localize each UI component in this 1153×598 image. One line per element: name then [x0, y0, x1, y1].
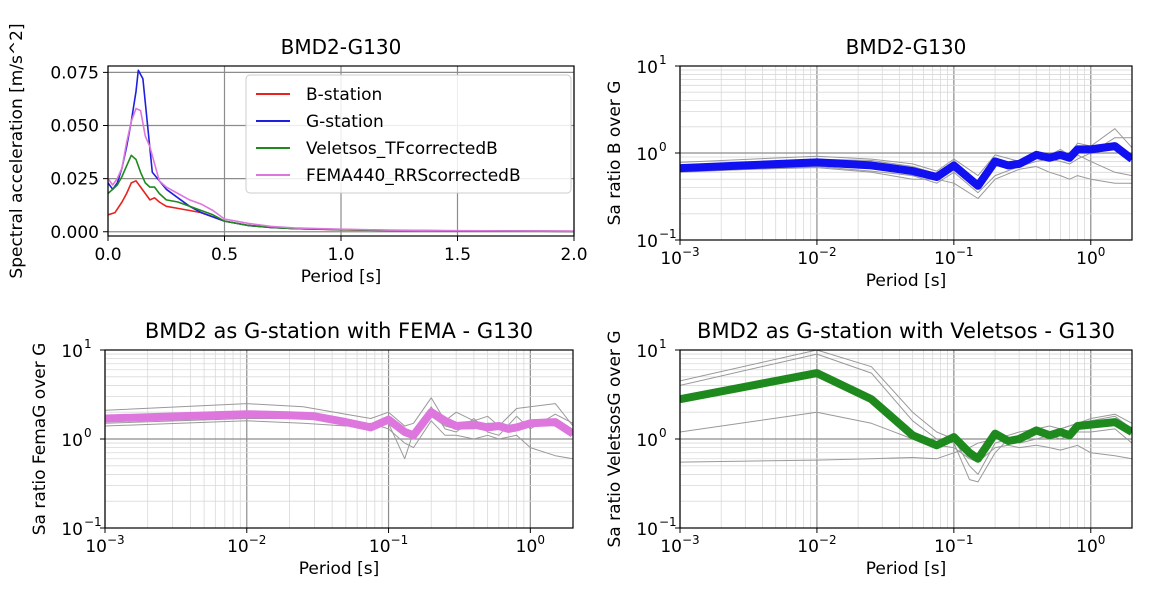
chart-title: BMD2-G130: [281, 35, 402, 59]
series-line-record-3: [105, 420, 573, 460]
x-tick-label: 0.0: [94, 245, 121, 265]
x-tick-label: 10−1: [369, 533, 408, 557]
x-tick-label: 10−1: [934, 533, 973, 557]
x-tick-exponent: −1: [956, 245, 974, 259]
series-line-record-4: [680, 166, 1132, 199]
y-tick-exponent: 1: [659, 337, 667, 351]
y-tick-label: 10: [636, 58, 658, 78]
x-tick-label: 0.5: [211, 245, 238, 265]
x-tick-exponent: −3: [107, 533, 125, 547]
y-axis-label: Sa ratio FemaG over G: [30, 343, 50, 536]
x-axis-label: Period [s]: [299, 559, 380, 579]
x-tick-exponent: −2: [819, 533, 837, 547]
y-tick-exponent: 1: [659, 53, 667, 67]
y-tick-exponent: 0: [84, 426, 92, 440]
series-group: [105, 397, 573, 460]
x-tick-label: 10−3: [660, 533, 699, 557]
y-tick-exponent: −1: [84, 515, 102, 529]
legend-item: G-station: [256, 112, 384, 132]
x-tick-exponent: −1: [391, 533, 409, 547]
y-tick-label: 10: [636, 145, 658, 165]
chart-title: BMD2 as G-station with Veletsos - G130: [697, 319, 1115, 343]
x-tick-label: 100: [1076, 245, 1105, 269]
y-tick-label: 0.075: [50, 63, 99, 83]
x-tick-label: 10−1: [934, 245, 973, 269]
series-group: [680, 350, 1132, 483]
x-tick-exponent: 0: [537, 533, 545, 547]
series-line-mean: [680, 369, 1132, 463]
legend-item: B-station: [256, 85, 382, 105]
x-tick-label: 100: [516, 533, 545, 557]
y-tick-label: 0.025: [50, 170, 99, 190]
chart-p1: 0.0 0.5 1.0 1.5 2.0 0.000 0.025 0.050 0.075 BMD2-…: [7, 23, 588, 287]
series-line-record-3: [680, 411, 1132, 463]
chart-title: BMD2 as G-station with FEMA - G130: [145, 319, 533, 343]
legend-label: Veletsos_TFcorrectedB: [306, 139, 498, 159]
series-line-record-2: [680, 353, 1132, 483]
series-line-fema440-rrscorrectedb: [108, 107, 574, 232]
y-tick-label: 10: [61, 431, 83, 451]
y-tick-label: 0.000: [50, 223, 99, 243]
x-axis-label: Period [s]: [301, 267, 382, 287]
x-tick-label: 10−2: [797, 533, 836, 557]
legend-item: FEMA440_RRScorrectedB: [256, 166, 521, 186]
grid: [679, 66, 1133, 240]
y-tick-exponent: −1: [659, 227, 677, 241]
x-tick-label: 10−2: [797, 245, 836, 269]
y-axis-label: Sa ratio VeletsosG over G: [605, 330, 625, 547]
series-group: [680, 128, 1132, 199]
y-tick-label: 10: [61, 342, 83, 362]
x-tick-label: 1.5: [444, 245, 471, 265]
legend: B-station G-station Veletsos_TFcorrectedB F…: [245, 74, 572, 194]
grid: [104, 350, 574, 528]
x-tick-label: 1.0: [327, 245, 354, 265]
y-tick-label: 10: [61, 520, 83, 540]
x-tick-exponent: 0: [1098, 533, 1106, 547]
ticks: 0.0 0.5 1.0 1.5 2.0 0.000 0.025 0.050 0.075: [50, 63, 587, 265]
series-line-mean: [680, 142, 1132, 190]
y-axis-label: Spectral acceleration [m/s^2]: [7, 23, 27, 278]
x-tick-exponent: −3: [682, 245, 700, 259]
x-tick-label: 10−2: [227, 533, 266, 557]
y-tick-label: 10: [636, 520, 658, 540]
x-tick-exponent: −2: [249, 533, 267, 547]
y-tick-label: 10: [636, 232, 658, 252]
x-tick-label: 2.0: [560, 245, 587, 265]
y-tick-label: 0.050: [50, 117, 99, 137]
series-line-mean: [105, 408, 573, 440]
chart-title: BMD2-G130: [846, 35, 967, 59]
legend-box: [245, 74, 572, 194]
x-tick-label: 10−3: [660, 245, 699, 269]
legend-label: FEMA440_RRScorrectedB: [306, 166, 521, 186]
y-tick-exponent: 0: [659, 140, 667, 154]
x-axis-label: Period [s]: [866, 271, 947, 291]
legend-label: G-station: [306, 112, 384, 132]
grid: [679, 350, 1133, 528]
series-line-record-4: [680, 413, 1132, 463]
x-tick-exponent: 0: [1098, 245, 1106, 259]
x-tick-exponent: −3: [682, 533, 700, 547]
y-tick-label: 10: [636, 431, 658, 451]
x-tick-exponent: −2: [819, 245, 837, 259]
series-line-record-1: [105, 397, 573, 427]
series-group: [108, 69, 574, 233]
y-tick-exponent: 0: [659, 426, 667, 440]
y-axis-label: Sa ratio B over G: [605, 81, 625, 226]
x-tick-label: 10−3: [85, 533, 124, 557]
x-tick-label: 100: [1076, 533, 1105, 557]
legend-item: Veletsos_TFcorrectedB: [256, 139, 498, 159]
y-tick-label: 10: [636, 342, 658, 362]
x-axis-label: Period [s]: [866, 559, 947, 579]
legend-label: B-station: [306, 85, 382, 105]
y-tick-exponent: 1: [84, 337, 92, 351]
x-tick-exponent: −1: [956, 533, 974, 547]
y-tick-exponent: −1: [659, 515, 677, 529]
